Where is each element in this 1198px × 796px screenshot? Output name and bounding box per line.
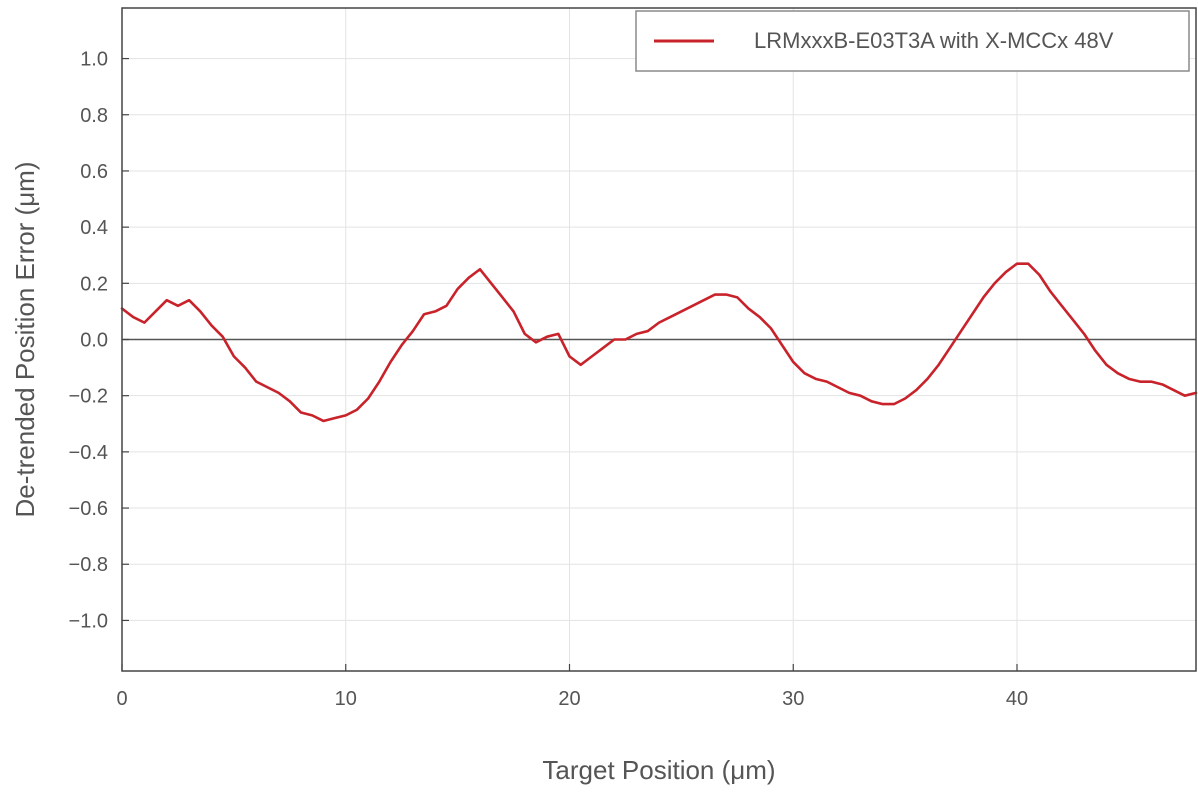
legend-box	[635, 10, 1190, 72]
y-axis-label: De-trended Position Error (μm)	[10, 162, 40, 518]
y-tick-label: −0.2	[69, 386, 108, 408]
series-line-0	[120, 262, 1198, 423]
x-axis-label: Target Position (μm)	[542, 755, 775, 785]
y-tick-label: 0.6	[80, 161, 108, 183]
y-tick-label: 0.4	[80, 217, 108, 239]
legend-label: LRMxxxB-E03T3A with X-MCCx 48V	[754, 28, 1114, 53]
y-tick-label: −0.8	[69, 554, 108, 576]
x-axis-ticks: 0 10 20 30 40	[116, 664, 1028, 710]
x-tick-label: 30	[782, 688, 804, 710]
series-layer	[120, 262, 1198, 423]
grid-layer	[121, 8, 1196, 671]
y-tick-label: −0.4	[69, 442, 108, 464]
y-tick-label: 0.0	[80, 330, 108, 352]
y-tick-label: −1.0	[69, 610, 108, 632]
x-tick-label: 20	[558, 688, 580, 710]
y-tick-label: −0.6	[69, 498, 108, 520]
legend: LRMxxxB-E03T3A with X-MCCx 48V	[635, 10, 1190, 72]
x-tick-label: 10	[335, 688, 357, 710]
x-tick-label: 0	[116, 688, 127, 710]
x-tick-label: 40	[1006, 688, 1028, 710]
y-tick-label: 0.8	[80, 105, 108, 127]
y-axis-ticks: 1.0 0.8 0.6 0.4 0.2 0.0 −0.2 −0.4 −0.6 −0.8 −1.0	[69, 49, 129, 632]
y-tick-label: 0.2	[80, 273, 108, 295]
y-tick-label: 1.0	[80, 49, 108, 71]
